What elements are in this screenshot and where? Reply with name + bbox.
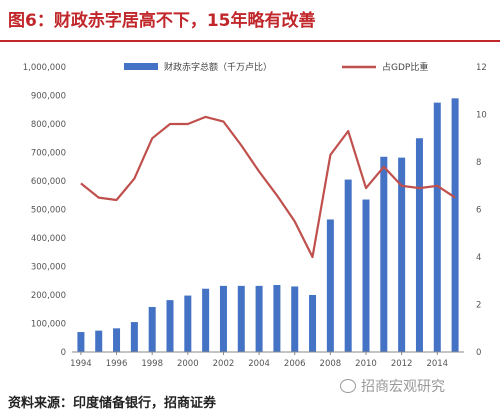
right-axis-tick-label: 10 [476, 111, 487, 121]
left-axis-tick-label: 1,000,000 [23, 63, 66, 73]
bar [255, 285, 263, 352]
bar [148, 306, 156, 352]
left-axis-tick-label: 600,000 [31, 177, 66, 187]
x-axis: 1994 1996 1998 2000 2002 2004 2006 2008 2010 2012… [70, 351, 464, 369]
wechat-icon [340, 379, 356, 393]
right-axis-tick-label: 2 [476, 301, 481, 311]
x-axis-tick-label: 2006 [284, 359, 306, 369]
left-axis-tick-label: 700,000 [31, 149, 66, 159]
bar [113, 328, 121, 352]
bar [166, 300, 174, 352]
left-axis-tick-label: 0 [61, 348, 66, 358]
x-axis-tick-label: 1996 [106, 359, 128, 369]
bar [77, 332, 85, 352]
x-axis-tick-label: 1994 [70, 359, 92, 369]
x-axis-tick-label: 2012 [391, 359, 413, 369]
left-axis-tick-label: 400,000 [31, 234, 66, 244]
bar [451, 98, 459, 352]
watermark: 招商宏观研究 [340, 376, 445, 396]
left-axis: 0 100,000 200,000 300,000 400,000 500,000 600,… [23, 63, 66, 358]
left-axis-tick-label: 300,000 [31, 263, 66, 273]
x-axis-tick-label: 2002 [213, 359, 235, 369]
gdp-ratio-line [80, 115, 456, 259]
right-axis-tick-label: 12 [476, 63, 487, 73]
bar [95, 330, 103, 352]
bar [219, 285, 227, 352]
bar [433, 102, 441, 352]
right-axis: 0 2 4 6 8 10 12 [476, 63, 487, 358]
bar [291, 286, 299, 352]
bar [237, 285, 245, 352]
left-axis-tick-label: 200,000 [31, 291, 66, 301]
bar [326, 219, 334, 352]
x-axis-tick-label: 2004 [248, 359, 270, 369]
bar [273, 285, 281, 352]
right-axis-tick-label: 8 [476, 158, 481, 168]
left-axis-tick-label: 500,000 [31, 206, 66, 216]
bar [309, 295, 317, 352]
x-axis-tick-label: 2000 [177, 359, 199, 369]
left-axis-tick-label: 800,000 [31, 120, 66, 130]
left-axis-tick-label: 100,000 [31, 320, 66, 330]
title-divider [0, 40, 500, 42]
x-axis-tick-label: 2010 [355, 359, 377, 369]
legend-label-bar: 财政赤字总额（千万卢比） [164, 61, 272, 73]
watermark-text: 招商宏观研究 [361, 379, 445, 395]
bar [398, 157, 406, 352]
legend-label-line: 占GDP比重 [382, 61, 428, 73]
source-note: 资料来源：印度储备银行，招商证券 [8, 396, 217, 411]
x-axis-tick-label: 1998 [141, 359, 163, 369]
bars-series [77, 98, 459, 352]
left-axis-tick-label: 900,000 [31, 92, 66, 102]
bar [344, 179, 352, 352]
right-axis-tick-label: 4 [476, 253, 481, 263]
bar [362, 199, 370, 352]
right-axis-tick-label: 6 [476, 206, 481, 216]
right-axis-tick-label: 0 [476, 348, 481, 358]
line-series [80, 115, 456, 259]
legend-swatch-bar [124, 63, 158, 70]
bar [380, 156, 388, 352]
bar [184, 295, 192, 352]
bar [130, 322, 138, 352]
x-axis-tick-label: 2008 [320, 359, 342, 369]
legend: 财政赤字总额（千万卢比） 占GDP比重 [124, 61, 428, 73]
bar [202, 288, 210, 352]
x-axis-tick-label: 2014 [426, 359, 448, 369]
bar [415, 138, 423, 352]
chart-title: 图6：财政赤字居高不下，15年略有改善 [8, 11, 316, 31]
